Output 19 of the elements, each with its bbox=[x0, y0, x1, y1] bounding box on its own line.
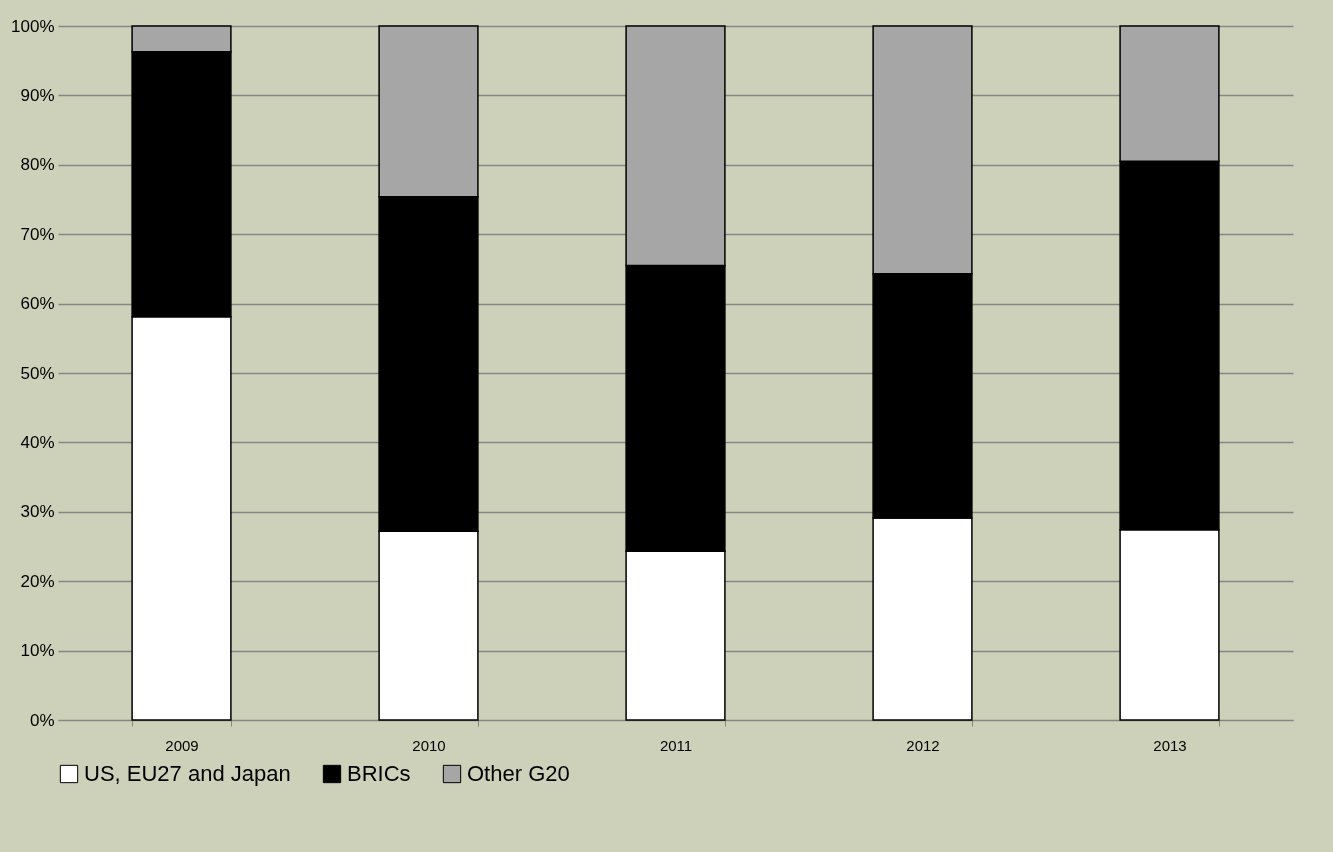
x-tick-label: 2013 bbox=[1153, 736, 1187, 754]
x-tick-label: 2012 bbox=[906, 736, 940, 754]
y-tick-label: 100% bbox=[11, 16, 55, 36]
y-tick-label: 80% bbox=[20, 155, 55, 175]
x-tick-label: 2009 bbox=[165, 736, 199, 754]
y-tick-label: 0% bbox=[29, 710, 55, 730]
y-tick-label: 70% bbox=[20, 224, 55, 244]
y-tick-label: 60% bbox=[20, 294, 55, 314]
legend-label: Other G20 bbox=[467, 761, 570, 786]
y-tick-label: 20% bbox=[20, 571, 55, 591]
x-tick-label: 2011 bbox=[659, 736, 693, 754]
y-tick-label: 10% bbox=[20, 641, 55, 661]
y-tick-label: 30% bbox=[20, 502, 55, 522]
y-tick-label: 90% bbox=[20, 85, 55, 105]
legend-label: US, EU27 and Japan bbox=[84, 761, 291, 786]
x-tick-label: 2010 bbox=[412, 736, 446, 754]
legend-label: BRICs bbox=[347, 761, 411, 786]
y-tick-label: 40% bbox=[20, 432, 55, 452]
y-tick-label: 50% bbox=[20, 363, 55, 383]
